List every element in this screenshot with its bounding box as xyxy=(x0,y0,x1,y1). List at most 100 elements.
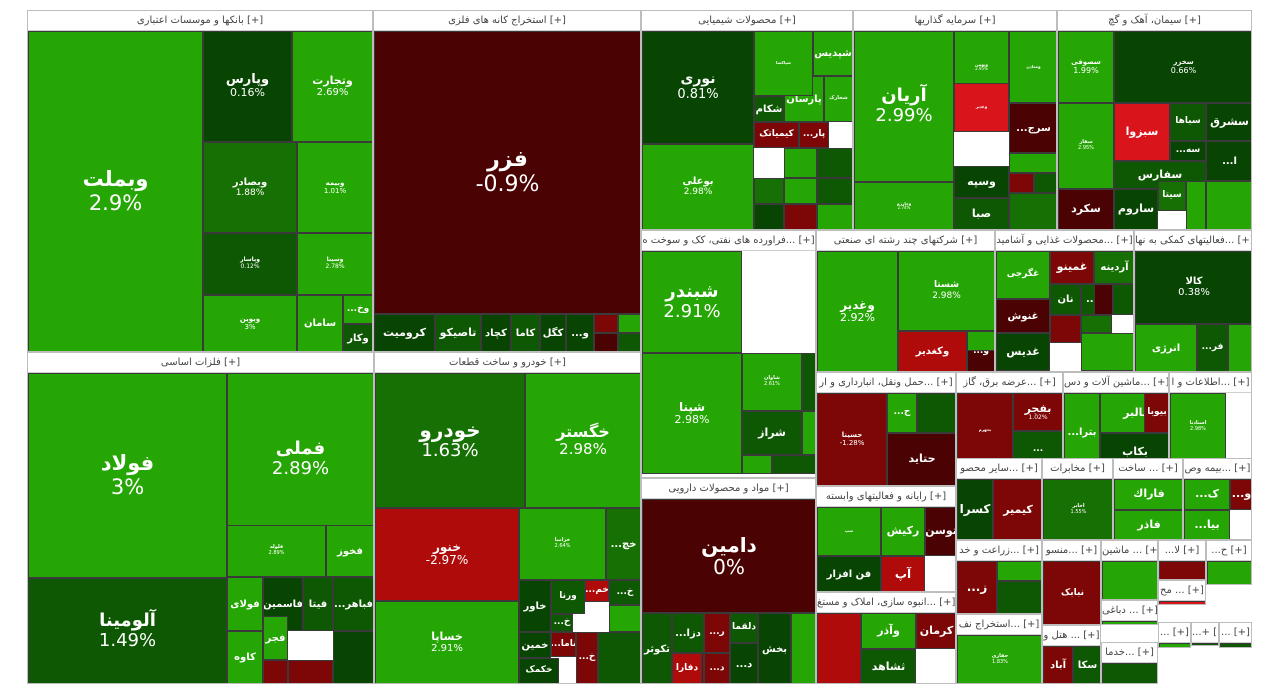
small-stock-tile[interactable] xyxy=(1206,181,1251,229)
stock-tile[interactable]: ...ز xyxy=(957,561,997,613)
small-stock-tile[interactable] xyxy=(1228,324,1251,371)
small-stock-tile[interactable] xyxy=(997,561,1041,581)
stock-tile[interactable]: کسرا xyxy=(957,479,993,539)
stock-tile[interactable]: فولاد 3% xyxy=(28,373,227,578)
sector-header-expand[interactable]: رایانه و فعالیتهای وابسته [+] xyxy=(817,487,955,507)
stock-tile[interactable]: تکوثر xyxy=(642,613,672,683)
sector-header-expand[interactable]: منسو... [+] xyxy=(1043,541,1100,561)
small-stock-tile[interactable] xyxy=(1081,315,1112,333)
stock-tile[interactable]: کاما xyxy=(511,314,540,351)
stock-tile[interactable]: وکار xyxy=(343,324,372,351)
sector-header-expand[interactable]: محصولات غذایی و آشامید... [+] xyxy=(996,231,1133,251)
stock-tile[interactable]: شخارک xyxy=(824,76,852,122)
stock-tile[interactable]: نوری 0.81% xyxy=(642,31,754,144)
stock-tile[interactable]: کیمیر xyxy=(993,479,1041,539)
stock-tile[interactable]: وآذر xyxy=(861,613,916,649)
stock-tile[interactable]: غگرجی xyxy=(996,251,1050,299)
stock-tile[interactable]: ...و xyxy=(1230,479,1251,510)
small-stock-tile[interactable] xyxy=(618,333,640,351)
sector-header-expand[interactable]: سیمان، آهک و گچ [+] xyxy=(1058,11,1251,31)
stock-tile[interactable]: اخابر 1.55% xyxy=(1043,479,1112,539)
stock-tile[interactable]: حتاید xyxy=(887,433,955,485)
stock-tile[interactable]: بخش xyxy=(758,613,791,683)
sector-header-expand[interactable]: ... [+] xyxy=(1220,623,1251,643)
stock-tile[interactable]: سکرد xyxy=(1058,189,1114,229)
sector-header-expand[interactable]: مح ... [+] xyxy=(1159,581,1205,601)
small-stock-tile[interactable] xyxy=(772,455,815,474)
sector-header-expand[interactable]: بانکها و موسسات اعتباری [+] xyxy=(28,11,372,31)
stock-tile[interactable]: وغدیر 2.92% xyxy=(817,251,898,371)
stock-tile[interactable]: وسینا 2.78% xyxy=(297,233,372,295)
stock-tile[interactable]: حفاری 1.83% xyxy=(957,635,1041,683)
stock-tile[interactable]: وبملت 2.9% xyxy=(28,31,203,351)
stock-tile[interactable]: وبیمه 1.01% xyxy=(297,142,372,233)
small-stock-tile[interactable] xyxy=(784,204,817,229)
stock-tile[interactable]: وتجارت 2.69% xyxy=(292,31,372,142)
stock-tile[interactable]: سباها xyxy=(1170,103,1206,141)
stock-tile[interactable]: شکام xyxy=(754,96,784,122)
small-stock-tile[interactable] xyxy=(1220,643,1251,647)
stock-tile[interactable]: ...پار xyxy=(799,122,829,148)
small-stock-tile[interactable] xyxy=(1113,284,1133,315)
small-stock-tile[interactable] xyxy=(1102,621,1157,624)
sector-header-expand[interactable]: دباغی ... [+] xyxy=(1102,601,1157,621)
stock-tile[interactable]: اسنادنا 2.98% xyxy=(1170,393,1226,459)
stock-tile[interactable]: وکغدیر xyxy=(898,331,967,371)
stock-tile[interactable]: فلوله 2.89% xyxy=(227,525,326,577)
stock-tile[interactable]: ...خ xyxy=(576,632,598,683)
small-stock-tile[interactable] xyxy=(1009,193,1056,229)
sector-header-expand[interactable]: فلزات اساسی [+] xyxy=(28,353,373,373)
sector-header-expand[interactable]: استخراج کانه های فلزی [+] xyxy=(374,11,640,31)
small-stock-tile[interactable] xyxy=(1159,561,1205,579)
small-stock-tile[interactable] xyxy=(618,314,640,333)
stock-tile[interactable]: ...ناما xyxy=(551,632,576,657)
stock-tile[interactable]: خساپا 2.91% xyxy=(375,601,519,683)
small-stock-tile[interactable] xyxy=(1081,333,1133,371)
stock-tile[interactable]: کالا 0.38% xyxy=(1135,251,1251,324)
sector-header-expand[interactable]: فعالیتهای کمکی به نها... [+] xyxy=(1135,231,1251,251)
small-stock-tile[interactable] xyxy=(1102,561,1157,599)
small-stock-tile[interactable] xyxy=(1009,153,1056,173)
sector-header-expand[interactable]: انبوه سازی، املاک و مستغ... [+] xyxy=(817,593,955,613)
sector-header-expand[interactable]: عرضه برق، گاز... [+] xyxy=(957,373,1062,393)
small-stock-tile[interactable] xyxy=(1034,173,1056,193)
stock-tile[interactable]: شبندر 2.91% xyxy=(642,251,742,353)
stock-tile[interactable]: نان xyxy=(1050,284,1081,315)
stock-tile[interactable]: ...فر xyxy=(1197,324,1228,371)
stock-tile[interactable]: ...ر xyxy=(704,613,730,653)
stock-tile[interactable]: شراز xyxy=(742,411,802,455)
sector-header-expand[interactable]: ماشین ... [+] xyxy=(1102,541,1157,561)
small-stock-tile[interactable] xyxy=(263,660,288,683)
stock-tile[interactable]: غمینو xyxy=(1050,251,1094,284)
stock-tile[interactable]: فزر -0.9% xyxy=(374,31,640,314)
stock-tile[interactable]: شاوان 2.61% xyxy=(742,353,802,411)
stock-tile[interactable]: کچاد xyxy=(481,314,511,351)
stock-tile[interactable]: دامین 0% xyxy=(642,499,815,613)
stock-tile[interactable]: بفجر 1.02% xyxy=(1013,393,1062,431)
stock-tile[interactable]: دلقما xyxy=(730,613,758,643)
stock-tile[interactable]: ومعادن xyxy=(1009,31,1056,103)
sector-header-expand[interactable]: بیمه وص... [+] xyxy=(1184,459,1251,479)
stock-tile[interactable]: ...ح xyxy=(887,393,917,433)
sector-header-expand[interactable]: محصولات شیمیایی [+] xyxy=(642,11,852,31)
stock-tile[interactable]: وپاسار 0.12% xyxy=(203,233,297,295)
small-stock-tile[interactable] xyxy=(594,314,618,333)
small-stock-tile[interactable] xyxy=(997,581,1041,613)
stock-tile[interactable]: وسپه xyxy=(954,166,1009,198)
sector-header-expand[interactable]: هتل و ... [+] xyxy=(1043,626,1100,646)
stock-tile[interactable]: ساروم xyxy=(1114,189,1158,229)
sector-header-expand[interactable]: حمل ونقل، انبارداری و ار... [+] xyxy=(817,373,955,393)
stock-tile[interactable]: ...خم xyxy=(585,580,609,602)
small-stock-tile[interactable] xyxy=(754,204,784,229)
stock-tile[interactable]: بوعلی 2.98% xyxy=(642,144,754,229)
small-stock-tile[interactable] xyxy=(1159,643,1190,647)
small-stock-tile[interactable] xyxy=(333,631,373,683)
small-stock-tile[interactable] xyxy=(1192,643,1218,645)
stock-tile[interactable]: خنور -2.97% xyxy=(375,508,519,601)
small-stock-tile[interactable] xyxy=(288,660,333,683)
stock-tile[interactable]: ...ا xyxy=(1206,141,1251,181)
stock-tile[interactable]: ...وخ xyxy=(343,295,372,324)
sector-header-expand[interactable]: ...+ [+] xyxy=(1192,623,1218,643)
stock-tile[interactable]: شستا 2.98% xyxy=(898,251,994,331)
small-stock-tile[interactable] xyxy=(802,411,815,455)
